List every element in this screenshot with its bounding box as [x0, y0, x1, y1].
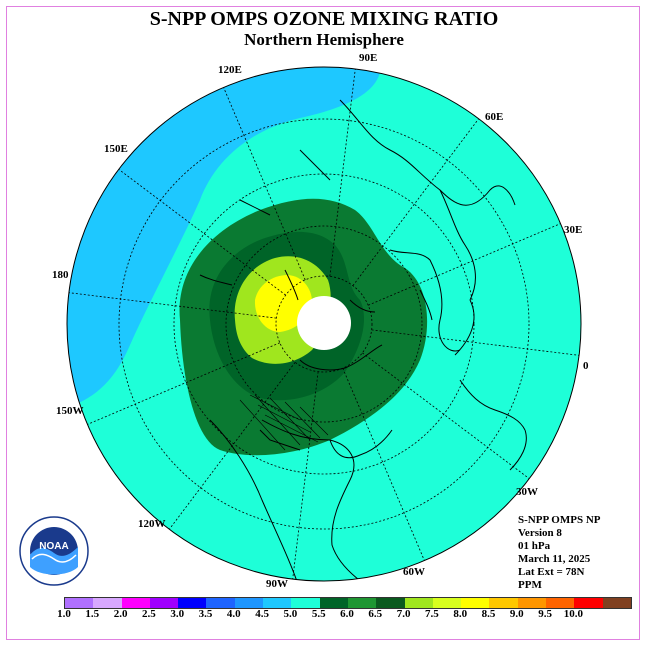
colorbar-tick-label: 7.5	[425, 608, 439, 620]
noaa-logo-icon: NOAA	[19, 516, 89, 586]
colorbar-swatch	[121, 598, 150, 608]
colorbar-swatch	[206, 598, 235, 608]
info-instrument: S-NPP OMPS NP	[518, 514, 601, 526]
political-boundaries	[239, 394, 329, 451]
meridian-line	[371, 329, 580, 356]
colorbar-tick-label: 8.5	[481, 608, 496, 620]
meridian-line	[87, 342, 280, 425]
colorbar-tick-labels: 1.0 1.5 2.0 2.5 3.0 3.5 4.0 4.5 5.0 5.5 6.0 6.5 7.0 7…	[0, 608, 648, 622]
meridian-line	[342, 368, 425, 561]
logo-text: NOAA	[39, 541, 68, 552]
colorbar-swatch	[574, 598, 603, 608]
colorbar-tick-label: 4.5	[255, 608, 269, 620]
info-version: Version 8	[518, 527, 562, 539]
meridian-line	[362, 352, 530, 479]
colorbar-tick-label: 2.0	[113, 608, 128, 620]
colorbar-tick-label: 9.5	[538, 608, 552, 620]
map-subtitle: Northern Hemisphere	[244, 30, 404, 49]
lon-label-120w: 120W	[138, 518, 166, 530]
lon-label-150e: 150E	[104, 143, 128, 155]
colorbar-tick-label: 3.5	[198, 608, 213, 620]
colorbar-tick-label: 1.5	[85, 608, 100, 620]
colorbar-swatch	[489, 598, 518, 608]
colorbar-swatch	[263, 598, 292, 608]
meridian-line	[223, 87, 306, 280]
field-low	[67, 67, 381, 410]
lon-label-60e: 60E	[485, 111, 504, 123]
info-pressure: 01 hPa	[518, 540, 551, 552]
meridian-line	[329, 68, 356, 277]
meridian-line	[292, 371, 319, 580]
colorbar-tick-label: 9.0	[509, 608, 524, 620]
map-boundary	[66, 66, 582, 582]
colorbar-tick-label: 6.0	[340, 608, 354, 620]
colorbar-swatch	[404, 598, 433, 608]
map-title: S-NPP OMPS OZONE MIXING RATIO	[149, 8, 499, 30]
colorbar-tick-label: 8.0	[453, 608, 468, 620]
meridian-line	[68, 292, 277, 319]
colorbar-swatch	[93, 598, 122, 608]
lon-label-90w: 90W	[266, 578, 288, 590]
meridian-line	[118, 169, 286, 296]
colorbar-tick-label: 6.5	[368, 608, 383, 620]
colorbar-swatch	[319, 598, 348, 608]
meridian-line	[368, 223, 561, 306]
colorbar-swatch	[291, 598, 320, 608]
colorbar-swatch	[517, 598, 547, 608]
colorbar-swatch	[347, 598, 377, 608]
lon-label-180: 180	[52, 269, 69, 281]
info-units: PPM	[518, 579, 542, 591]
lon-label-30w: 30W	[516, 486, 538, 498]
colorbar-swatch	[178, 598, 207, 608]
colorbar-swatch	[546, 598, 575, 608]
colorbar-tick-label: 2.5	[142, 608, 156, 620]
info-lat-ext: Lat Ext = 78N	[518, 566, 585, 578]
meridian-line	[352, 118, 479, 286]
lon-label-150w: 150W	[56, 405, 84, 417]
colorbar-tick-label: 5.0	[283, 608, 298, 620]
colorbar-swatch	[376, 598, 405, 608]
lon-label-60w: 60W	[403, 566, 425, 578]
colorbar-tick-label: 7.0	[396, 608, 411, 620]
info-block: S-NPP OMPS NP Version 8 01 hPa March 11,…	[518, 514, 601, 592]
colorbar-tick-label: 4.0	[226, 608, 241, 620]
image-frame	[6, 6, 640, 640]
colorbar-tick-label: 5.5	[311, 608, 326, 620]
colorbar-swatch	[149, 598, 179, 608]
latitude-grid	[118, 118, 530, 530]
colorbar-tick-label: 10.0	[563, 608, 584, 620]
colorbar-swatch	[461, 598, 490, 608]
colorbar	[64, 597, 632, 609]
coastlines	[199, 99, 527, 581]
colorbar-swatch	[234, 598, 264, 608]
colorbar-tick-label: 1.0	[57, 608, 71, 620]
lon-label-120e: 120E	[218, 64, 242, 76]
lon-label-0: 0	[583, 360, 589, 372]
colorbar-swatch	[65, 598, 94, 608]
info-date: March 11, 2025	[518, 553, 591, 565]
lon-label-90e: 90E	[359, 52, 378, 64]
lon-label-30e: 30E	[564, 224, 583, 236]
colorbar-swatch	[602, 598, 631, 608]
colorbar-tick-label: 3.0	[170, 608, 185, 620]
colorbar-swatch	[432, 598, 462, 608]
polar-night	[297, 296, 351, 350]
